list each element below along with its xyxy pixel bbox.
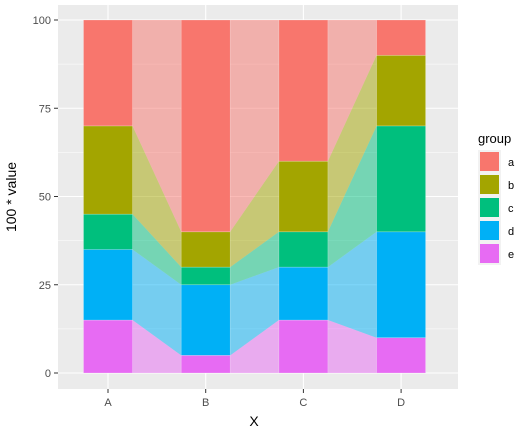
legend-label-a: a — [508, 157, 515, 169]
legend-label-b: b — [508, 180, 514, 192]
bar-A-b — [83, 125, 133, 215]
flow-c — [132, 214, 182, 285]
flow-b — [132, 125, 182, 268]
bar-A-a — [83, 19, 133, 127]
y-axis-title: 100 * value — [3, 162, 19, 232]
bar-D-d — [376, 231, 426, 339]
flow-d — [132, 249, 182, 356]
flow-a — [132, 20, 182, 232]
legend-label-d: d — [508, 226, 514, 238]
bar-C-b — [278, 160, 329, 233]
legend-label-c: c — [508, 203, 514, 215]
bar-A-d — [83, 249, 133, 321]
flow-e — [132, 320, 182, 373]
bars — [83, 19, 426, 374]
flow-a — [327, 20, 377, 162]
bar-B-a — [180, 19, 231, 233]
legend-title: group — [478, 131, 511, 146]
flow-c — [327, 125, 377, 268]
bar-A-e — [83, 319, 133, 374]
bar-C-a — [278, 19, 329, 162]
y-axis: 0 25 50 75 100 — [33, 15, 58, 380]
bar-D-e — [376, 337, 426, 374]
bar-C-d — [278, 266, 329, 321]
y-tick-label: 0 — [45, 368, 51, 380]
flow-c — [230, 231, 279, 285]
bar-A-c — [83, 213, 133, 250]
legend-label-e: e — [508, 249, 514, 261]
flow-a — [230, 20, 279, 232]
x-axis-title: X — [249, 413, 259, 429]
legend-swatch-a — [480, 152, 499, 171]
bar-D-a — [376, 19, 426, 56]
legend-swatch-c — [480, 198, 499, 217]
flow-b — [327, 55, 377, 232]
x-tick-label: D — [397, 397, 405, 409]
legend-swatch-b — [480, 175, 499, 194]
y-tick-label: 25 — [39, 280, 51, 292]
y-tick-label: 50 — [39, 192, 51, 204]
bar-C-e — [278, 319, 329, 374]
bar-B-b — [180, 231, 231, 268]
bar-B-d — [180, 284, 231, 356]
x-axis: A B C D — [104, 389, 405, 409]
bar-B-e — [180, 355, 231, 374]
flow-e — [230, 320, 279, 373]
bar-D-c — [376, 125, 426, 233]
y-tick-label: 75 — [39, 103, 51, 115]
x-tick-label: A — [104, 397, 112, 409]
flow-b — [230, 161, 279, 268]
y-tick-label: 100 — [33, 15, 51, 27]
bar-D-b — [376, 54, 426, 127]
flow-d — [230, 267, 279, 356]
legend-swatch-e — [480, 244, 499, 263]
bar-C-c — [278, 231, 329, 268]
legend-swatch-d — [480, 221, 499, 240]
flow-e — [327, 320, 377, 373]
flow-ribbons — [132, 20, 377, 373]
x-tick-label: B — [202, 397, 209, 409]
x-tick-label: C — [299, 397, 307, 409]
bar-B-c — [180, 266, 231, 286]
